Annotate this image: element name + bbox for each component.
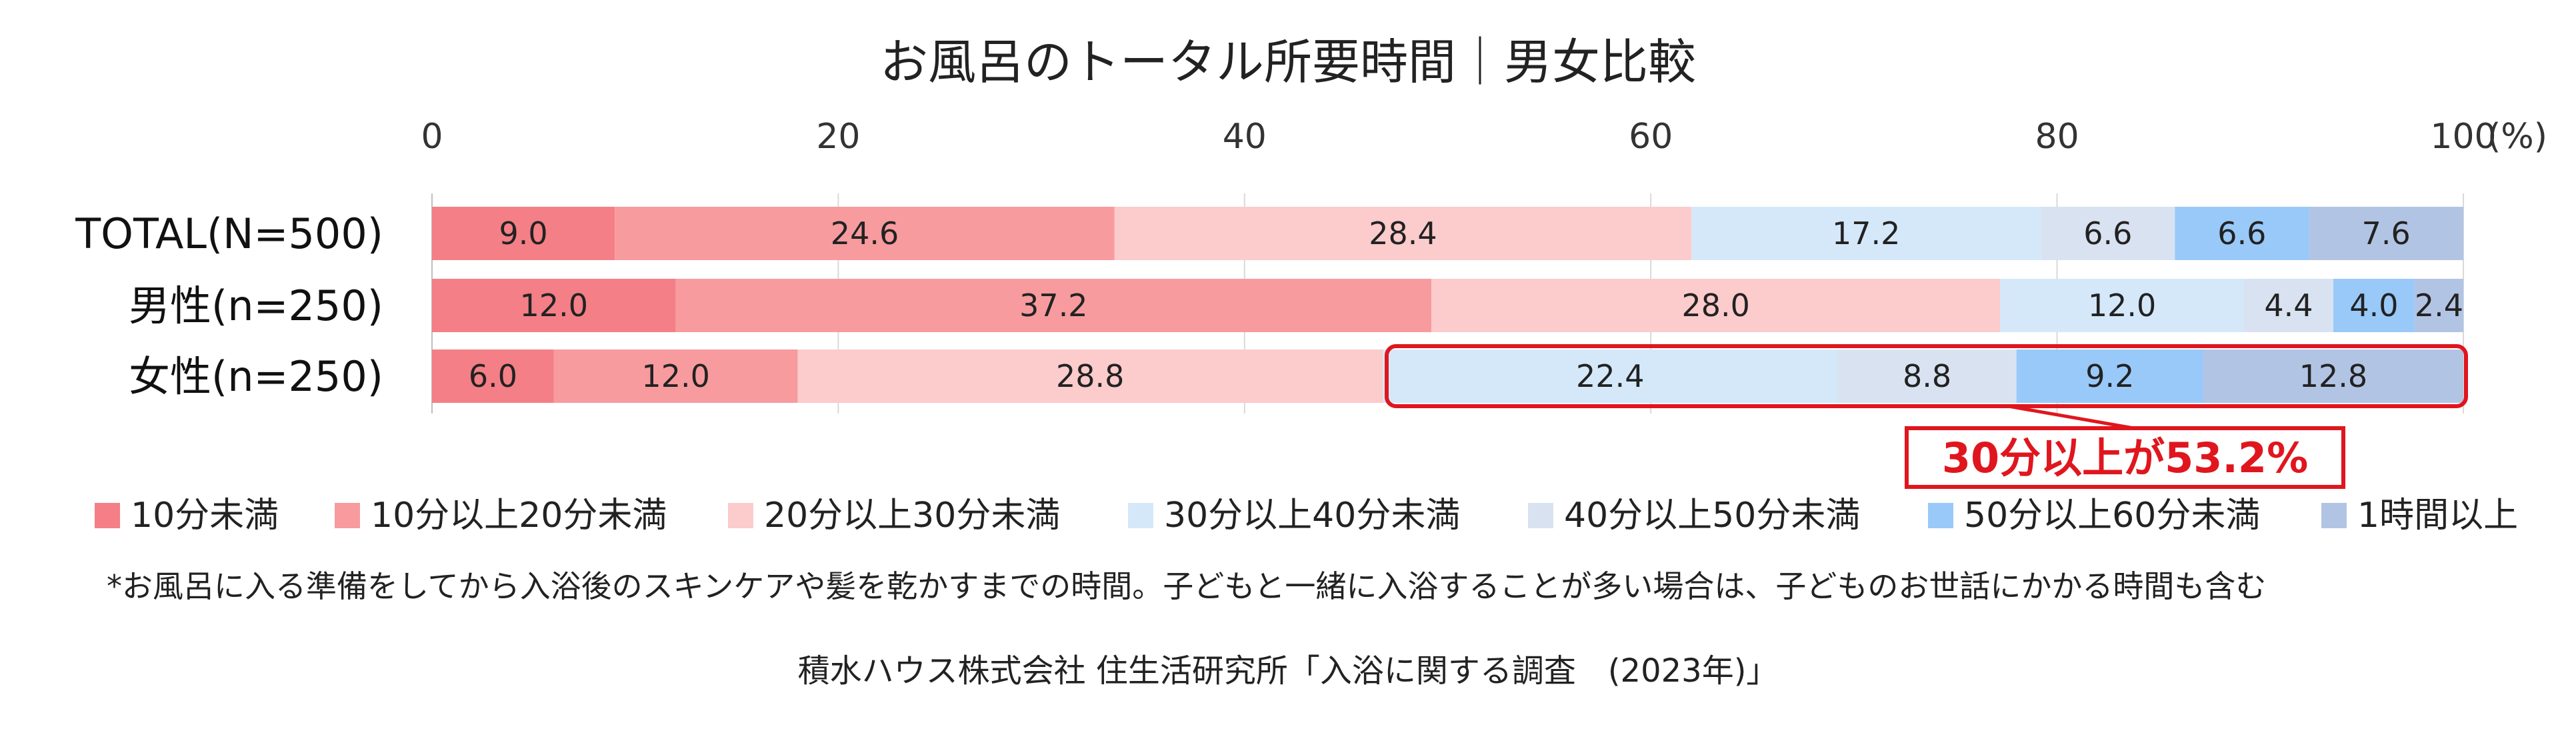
data-label: 4.0 <box>2349 287 2398 323</box>
bar-segment <box>2016 349 2203 403</box>
callout-text: 30分以上が53.2% <box>1942 434 2308 482</box>
x-tick-label: 80 <box>2035 117 2079 157</box>
data-label: 28.8 <box>1056 358 1124 394</box>
legend-swatch <box>728 503 753 528</box>
data-label: 6.6 <box>2217 215 2266 251</box>
bar-segment <box>1382 349 1838 403</box>
legend-label: 50分以上60分未満 <box>1964 496 2260 536</box>
legend-swatch <box>1528 503 1553 528</box>
bar-segment <box>675 279 1432 332</box>
legend-swatch <box>1928 503 1953 528</box>
bar-segment <box>615 207 1115 260</box>
footnote: *お風呂に入る準備をしてから入浴後のスキンケアや髪を乾かすまでの時間。子どもと一… <box>107 568 2266 604</box>
legend-swatch <box>335 503 360 528</box>
chart-title: お風呂のトータル所要時間｜男女比較 <box>880 34 1696 90</box>
callout-highlight-box <box>1384 344 2469 408</box>
data-label: 12.0 <box>2088 287 2156 323</box>
legend-label: 20分以上30分未満 <box>764 496 1060 536</box>
bar-segment <box>2000 279 2244 332</box>
legend: 10分未満 10分以上20分未満 20分以上30分未満 30分以上40分未満 40分以上… <box>95 496 2518 536</box>
x-tick-label: 60 <box>1629 117 1673 157</box>
bar-segment <box>2414 279 2463 332</box>
category-label: TOTAL(N=500) <box>75 209 383 258</box>
x-tick-label: 100 <box>2430 117 2496 157</box>
legend-label: 40分以上50分未満 <box>1564 496 1860 536</box>
data-label: 12.8 <box>2299 358 2367 394</box>
data-label: 2.4 <box>2415 287 2463 323</box>
bar-segment <box>2175 207 2309 260</box>
data-label: 17.2 <box>1832 215 1900 251</box>
data-label: 37.2 <box>1019 287 1087 323</box>
category-labels: TOTAL(N=500) 男性(n=250) 女性(n=250) <box>75 209 383 401</box>
x-tick-label: 0 <box>421 117 443 157</box>
data-label: 4.4 <box>2264 287 2313 323</box>
bars: 9.0 24.6 28.4 17.2 6.6 6.6 7.6 12.0 37.2 28.0 12.0… <box>432 207 2463 403</box>
legend-swatch <box>1128 503 1153 528</box>
bar-segment <box>432 279 676 332</box>
data-label: 24.6 <box>831 215 899 251</box>
legend-label: 10分以上20分未満 <box>371 496 667 536</box>
bar-segment <box>2309 207 2463 260</box>
data-label: 7.6 <box>2362 215 2411 251</box>
data-label: 12.0 <box>520 287 588 323</box>
x-tick-label: 20 <box>816 117 860 157</box>
bar-segment <box>1837 349 2017 403</box>
data-label: 8.8 <box>1903 358 1951 394</box>
callout: 30分以上が53.2% <box>1384 344 2469 489</box>
legend-swatch <box>95 503 120 528</box>
data-label: 22.4 <box>1576 358 1644 394</box>
data-label: 12.0 <box>641 358 709 394</box>
bar-segment <box>2203 349 2463 403</box>
bar-segment <box>2243 279 2333 332</box>
callout-box <box>1905 426 2345 489</box>
bar-segment <box>1431 279 2001 332</box>
x-tick-label: 40 <box>1223 117 1267 157</box>
data-label: 6.6 <box>2083 215 2132 251</box>
x-axis-unit: (%) <box>2487 117 2547 157</box>
bar-segment <box>432 207 615 260</box>
source-text: 積水ハウス株式会社 住生活研究所「入浴に関する調査 (2023年)」 <box>798 652 1779 690</box>
legend-label: 30分以上40分未満 <box>1164 496 1460 536</box>
data-label: 9.2 <box>2085 358 2134 394</box>
callout-connector <box>2008 404 2135 430</box>
bar-segment <box>432 349 554 403</box>
legend-label: 1時間以上 <box>2357 496 2518 536</box>
bar-segment <box>797 349 1383 403</box>
bar-segment <box>1114 207 1692 260</box>
bar-segment <box>2041 207 2175 260</box>
bar-segment <box>553 349 798 403</box>
data-label: 6.0 <box>469 358 517 394</box>
data-label: 9.0 <box>499 215 548 251</box>
data-label: 28.0 <box>1681 287 1749 323</box>
bar-segment <box>2333 279 2415 332</box>
data-label: 28.4 <box>1369 215 1437 251</box>
category-label: 女性(n=250) <box>129 352 383 401</box>
legend-label: 10分未満 <box>131 496 279 536</box>
legend-swatch <box>2321 503 2347 528</box>
bar-segment <box>1691 207 2041 260</box>
x-axis-ticks: 0 20 40 60 80 100(%) <box>421 117 2547 157</box>
category-label: 男性(n=250) <box>129 281 383 330</box>
